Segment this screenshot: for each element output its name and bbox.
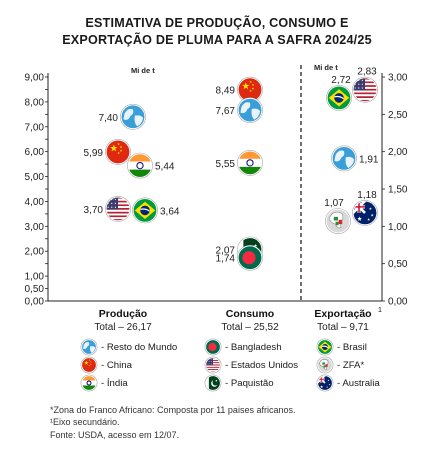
x-category-label: Exportação <box>314 308 371 320</box>
left-axis-tick-label: 3,00 <box>25 222 45 233</box>
legend-item-label: - Australia <box>337 377 380 389</box>
x-category-superscript: 1 <box>378 307 382 314</box>
usa-flag-icon <box>105 196 131 222</box>
right-axis-tick-label: 3,00 <box>388 73 408 84</box>
bangladesh-flag-icon <box>237 244 263 271</box>
brazil-flag-icon <box>326 85 352 111</box>
brazil-flag-icon <box>316 338 334 356</box>
data-label: 1,91 <box>359 154 379 165</box>
data-label: 1,74 <box>216 254 236 265</box>
footnote-secondary-axis: ¹Eixo secundário. <box>50 417 120 428</box>
globe-icon <box>120 103 146 130</box>
legend-item-zfa: - ZFA* <box>316 356 364 374</box>
legend-item-label: - Índia <box>101 377 128 389</box>
x-category-total: Total – 25,52 <box>221 322 279 333</box>
pakistan-flag-icon <box>204 374 222 392</box>
legend-item-label: - Paquistão <box>225 377 274 389</box>
india-flag-icon <box>237 149 263 176</box>
left-axis-tick-label: 7,00 <box>25 122 45 133</box>
zfa-map-icon <box>316 356 334 374</box>
footnote-source: Fonte: USDA, acesso em 12/07. <box>50 429 180 440</box>
data-label: 5,44 <box>155 162 175 173</box>
legend-item-label: - Bangladesh <box>225 341 282 353</box>
zfa-map-icon <box>325 208 351 235</box>
legend-item-usa: - Estados Unidos <box>204 356 298 374</box>
x-category-label: Consumo <box>226 308 274 320</box>
right-axis-unit: Mi de t <box>314 63 338 72</box>
left-axis-tick-label: 5,00 <box>25 172 45 183</box>
left-axis-tick-label: 0,50 <box>25 284 45 295</box>
data-label: 7,67 <box>216 106 236 117</box>
footnote-zfa: *Zona do Franco Africano: Composta por 1… <box>50 405 296 415</box>
usa-flag-icon <box>204 356 222 374</box>
data-label: 2,83 <box>357 67 377 78</box>
legend-item-label: - ZFA* <box>337 359 365 371</box>
chart-title: ESTIMATIVA DE PRODUÇÃO, CONSUMO E EXPORT… <box>0 15 434 49</box>
australia-flag-icon <box>316 374 334 392</box>
bangladesh-flag-icon <box>204 338 222 356</box>
chart-title-line1: ESTIMATIVA DE PRODUÇÃO, CONSUMO E <box>85 16 349 30</box>
india-flag-icon <box>127 152 153 179</box>
usa-flag-icon <box>204 356 222 374</box>
legend-item-label: - Estados Unidos <box>225 359 299 371</box>
chart-title-line2: EXPORTAÇÃO DE PLUMA PARA A SAFRA 2024/25 <box>62 33 372 47</box>
footnotes: *Zona do Franco Africano: Composta por 1… <box>50 404 295 441</box>
right-axis-tick-label: 2,50 <box>388 110 408 121</box>
globe-icon <box>80 338 98 356</box>
right-axis-tick-label: 1,50 <box>388 185 408 196</box>
data-label: 3,64 <box>160 206 180 217</box>
data-label: 8,49 <box>216 86 236 97</box>
data-label: 1,07 <box>324 198 344 209</box>
left-axis-tick-label: 0,00 <box>25 297 45 308</box>
india-flag-icon <box>80 374 98 392</box>
legend-item-rest: - Resto do Mundo <box>80 338 177 356</box>
legend-item-brazil: - Brasil <box>316 338 367 356</box>
data-label: 5,55 <box>216 159 236 170</box>
china-flag-icon <box>105 139 131 165</box>
australia-flag-icon <box>352 199 378 226</box>
x-category-total: Total – 26,17 <box>94 322 152 333</box>
legend-item-bangladesh: - Bangladesh <box>204 338 282 356</box>
legend-item-label: - China <box>101 359 132 371</box>
left-axis-tick-label: 4,00 <box>25 197 45 208</box>
china-flag-icon <box>80 356 98 374</box>
bangladesh-flag-icon <box>204 338 222 356</box>
legend-item-label: - Brasil <box>337 341 367 353</box>
data-label: 1,18 <box>357 190 377 201</box>
australia-flag-icon <box>316 374 334 392</box>
pakistan-flag-icon <box>204 374 222 392</box>
right-axis-tick-label: 0,00 <box>388 297 408 308</box>
left-axis-tick-label: 9,00 <box>25 73 45 84</box>
data-label: 7,40 <box>99 113 119 124</box>
legend-item-australia: - Australia <box>316 374 380 392</box>
china-flag-icon <box>80 356 98 374</box>
left-axis-tick-label: 6,00 <box>25 147 45 158</box>
left-axis-tick-label: 8,00 <box>25 97 45 108</box>
globe-icon <box>237 97 263 124</box>
right-axis-tick-label: 0,50 <box>388 259 408 270</box>
india-flag-icon <box>80 374 98 392</box>
legend-item-india: - Índia <box>80 374 128 392</box>
legend-item-label: - Resto do Mundo <box>101 341 178 353</box>
brazil-flag-icon <box>316 338 334 356</box>
x-category-label: Produção <box>99 308 147 320</box>
data-label: 2,72 <box>331 75 351 86</box>
data-label: 2,07 <box>216 245 236 256</box>
brazil-flag-icon <box>132 197 158 224</box>
usa-flag-icon <box>352 76 378 103</box>
zfa-map-icon <box>316 356 334 374</box>
right-axis-tick-label: 1,00 <box>388 222 408 233</box>
globe-icon <box>331 145 357 172</box>
left-axis-tick-label: 2,00 <box>25 247 45 258</box>
left-axis-unit: Mi de t <box>131 66 155 75</box>
x-category-total: Total – 9,71 <box>317 322 369 333</box>
data-label: 5,99 <box>84 148 104 159</box>
globe-icon <box>80 338 98 356</box>
left-axis-tick-label: 1,00 <box>25 272 45 283</box>
legend-item-china: - China <box>80 356 132 374</box>
data-label: 3,70 <box>84 205 104 216</box>
right-axis-tick-label: 2,00 <box>388 147 408 158</box>
legend-item-pakistan: - Paquistão <box>204 374 274 392</box>
